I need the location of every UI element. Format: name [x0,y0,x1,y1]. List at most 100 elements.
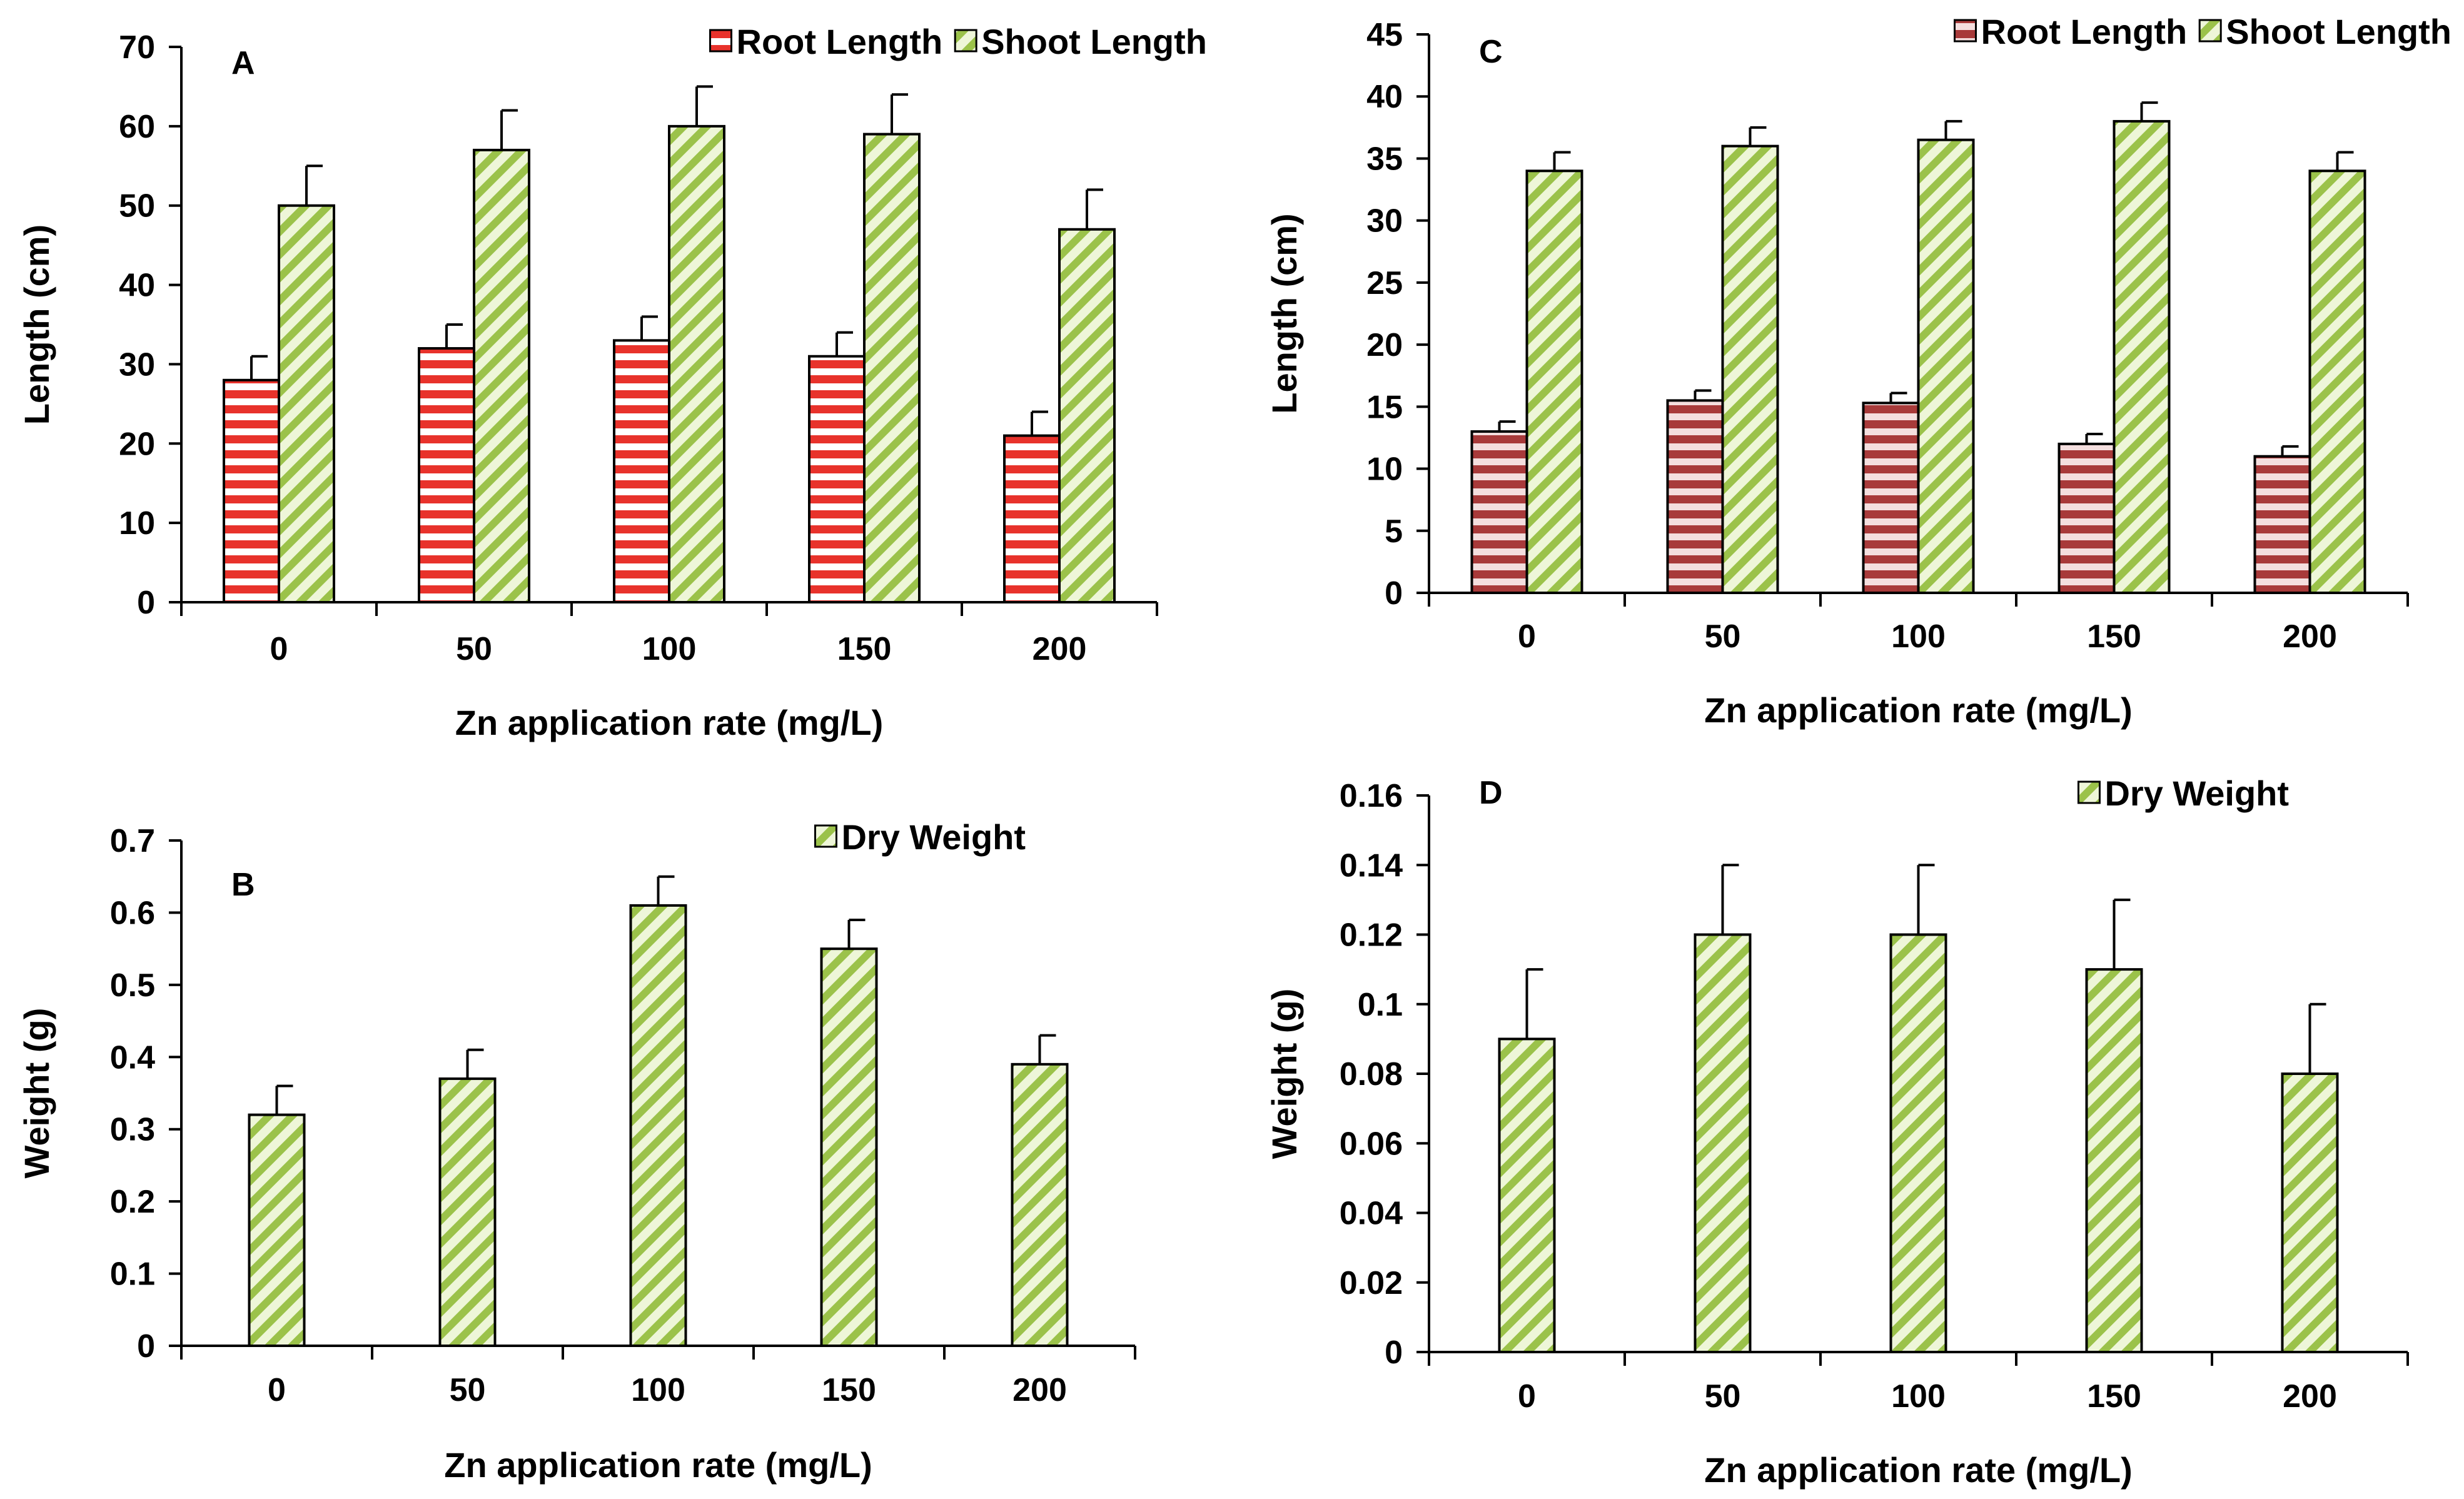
x-tick-label: 100 [1891,618,1946,655]
bar [668,124,725,604]
x-tick-label: 50 [450,1372,486,1408]
y-tick-label: 60 [119,109,155,145]
legend-swatch [2198,19,2222,43]
y-tick-label: 20 [119,426,155,462]
y-tick-label: 10 [119,505,155,542]
y-tick-label: 0 [137,585,155,621]
bar [629,904,687,1347]
legend-swatch [954,29,977,53]
y-tick-label: 0.04 [1340,1196,1403,1232]
y-tick-label: 0.06 [1340,1126,1403,1162]
y-tick-label: 0.6 [110,895,155,931]
bar [1011,1062,1069,1348]
y-tick-label: 30 [1366,203,1403,240]
y-tick-label: 15 [1366,389,1403,425]
x-tick-label: 100 [642,631,697,667]
legend: Dry Weight [814,817,1026,857]
bar [2085,968,2143,1353]
y-tick-label: 5 [1385,513,1403,550]
legend-swatch [709,29,732,53]
bar [1058,228,1116,603]
x-tick-label: 150 [822,1372,876,1408]
panel-c-chart: 0 5 10 15 20 25 30 35 40 45 0 50 100 150 200 Zn applica… [1265,12,2451,730]
x-axis-title: Zn application rate (mg/L) [444,1445,872,1485]
y-tick-label: 20 [1366,327,1403,363]
bar [473,148,530,603]
panel-d-chart: 0 0.02 0.04 0.06 0.08 0.1 0.12 0.14 0.16 0 50 100 15… [1265,774,2409,1490]
bar [2308,169,2366,594]
y-tick-label: 0.16 [1340,778,1403,814]
panel-label: B [231,867,255,903]
bar [1525,169,1583,594]
panel-b-chart: 0 0.1 0.2 0.3 0.4 0.5 0.6 0.7 0 50 100 150 200 Zn app… [17,817,1136,1485]
bar [278,204,335,603]
y-axis-title: Length (cm) [17,225,56,425]
x-tick-label: 100 [1891,1378,1946,1415]
y-tick-label: 0.1 [1358,987,1403,1023]
legend: Root Length Shoot Length [709,22,1207,61]
x-tick-label: 200 [1033,631,1087,667]
y-tick-label: 0.7 [110,823,155,859]
y-tick-label: 0.02 [1340,1265,1403,1301]
bar [863,133,921,604]
legend-label: Root Length [1981,12,2188,51]
y-tick-label: 0.12 [1340,917,1403,954]
x-tick-label: 50 [1705,1378,1741,1415]
x-tick-label: 50 [456,631,492,667]
legend-label: Dry Weight [841,817,1026,857]
y-tick-label: 0.1 [110,1256,155,1293]
x-tick-label: 200 [1012,1372,1067,1408]
bar [820,947,878,1347]
bar [1917,138,1975,594]
bar [1666,399,1724,595]
x-tick-label: 0 [268,1372,286,1408]
y-tick-label: 10 [1366,452,1403,488]
panel-label: D [1479,775,1503,811]
bar [418,347,475,603]
bar [1694,933,1752,1353]
x-tick-label: 50 [1705,618,1741,655]
bar [223,378,280,603]
y-axis-title: Weight (g) [1265,989,1304,1159]
bar [1470,430,1528,594]
y-tick-label: 30 [119,346,155,383]
legend-label: Root Length [737,22,943,61]
legend-label: Shoot Length [981,22,1207,61]
bar [2253,455,2311,595]
x-tick-label: 200 [2283,1378,2337,1415]
y-tick-label: 0.4 [110,1039,155,1076]
panel-label: C [1479,34,1503,70]
x-tick-label: 150 [2087,618,2141,655]
bar [613,339,670,603]
bar [1003,434,1061,603]
y-axis-title: Weight (g) [17,1008,56,1179]
y-tick-label: 0.5 [110,967,155,1004]
x-tick-label: 150 [2087,1378,2141,1415]
x-tick-label: 0 [270,631,288,667]
y-tick-label: 70 [119,29,155,66]
x-tick-label: 0 [1518,618,1536,655]
y-tick-label: 0 [1385,575,1403,612]
x-tick-label: 200 [2283,618,2337,655]
x-tick-label: 0 [1518,1378,1536,1415]
y-tick-label: 40 [1366,79,1403,115]
y-tick-label: 0.3 [110,1112,155,1148]
bar [248,1113,306,1347]
legend: Root Length Shoot Length [1954,12,2451,51]
x-axis-title: Zn application rate (mg/L) [1704,690,2132,730]
bar [1721,144,1779,595]
panel-a-chart: 0 10 20 30 40 50 60 70 0 50 100 150 200 Zn applicatio… [17,22,1207,742]
y-tick-label: 50 [119,188,155,225]
bar [2113,119,2171,594]
y-axis-title: Length (cm) [1265,213,1304,413]
y-tick-label: 0.08 [1340,1056,1403,1093]
legend-swatch [1954,19,1977,43]
bar [2281,1073,2339,1353]
y-tick-label: 0 [137,1328,155,1365]
y-tick-label: 0 [1385,1335,1403,1371]
x-tick-label: 150 [837,631,892,667]
legend-swatch [814,824,837,848]
y-tick-label: 25 [1366,265,1403,301]
bar [1862,401,1920,594]
y-tick-label: 0.14 [1340,847,1403,884]
